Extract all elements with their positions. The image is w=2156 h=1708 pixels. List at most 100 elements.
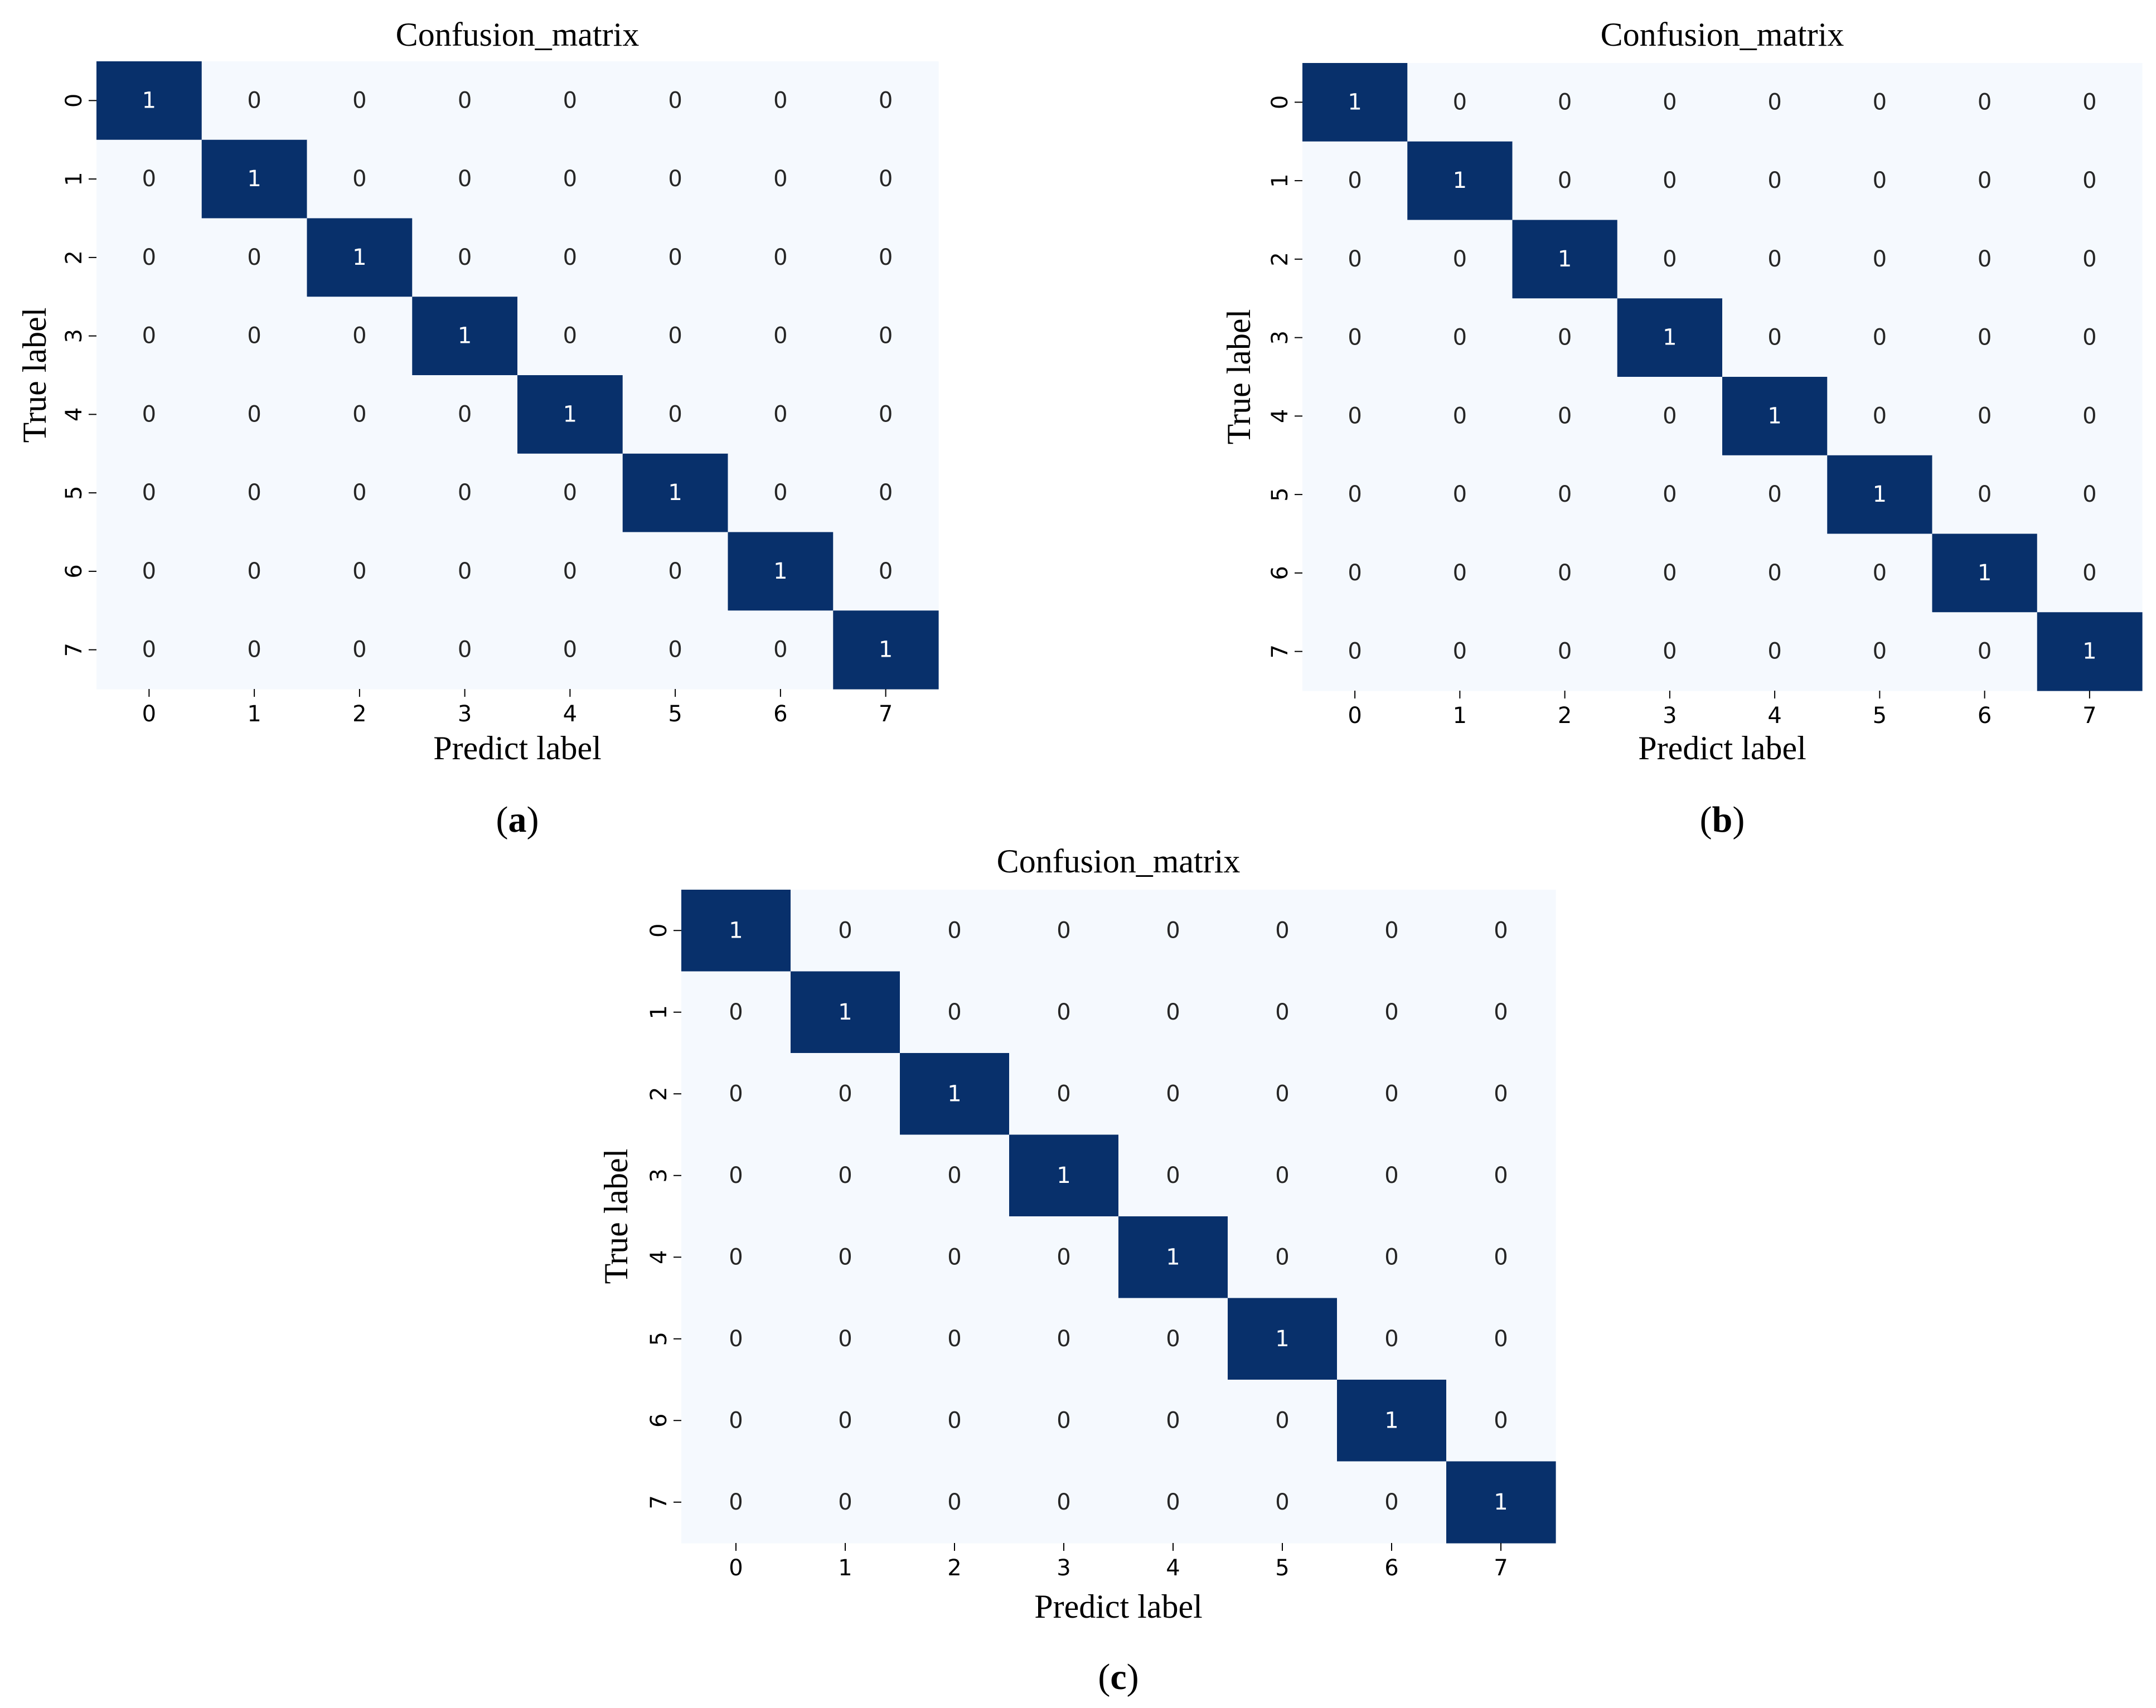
heatmap-cell (1337, 1053, 1447, 1136)
cell-value-label: 0 (2082, 403, 2096, 429)
cell-value-label: 0 (1663, 403, 1677, 429)
heatmap-cell (517, 453, 623, 533)
x-tick-label: 2 (352, 701, 366, 727)
heatmap-cell (1932, 298, 2038, 377)
cell-value-label: 0 (1978, 168, 1992, 193)
cell-value-label: 0 (1978, 639, 1992, 664)
heatmap-cell (96, 532, 202, 611)
cell-value-label: 0 (2082, 246, 2096, 272)
heatmap-cell (1722, 63, 1828, 142)
y-tick-label: 1 (646, 1005, 672, 1019)
heatmap-cell (1228, 1134, 1338, 1217)
heatmap-cell (1446, 1380, 1556, 1462)
heatmap-cell (201, 61, 308, 140)
cell-value-label: 0 (879, 480, 893, 506)
cell-value-label: 0 (838, 1408, 852, 1433)
cell-value-label: 0 (458, 480, 472, 506)
cell-value-label: 0 (1275, 1163, 1289, 1188)
cell-value-label: 0 (458, 637, 472, 663)
cell-value-label: 0 (1873, 560, 1887, 586)
cell-value-label: 0 (838, 1163, 852, 1188)
cell-value-label: 0 (247, 637, 261, 663)
cell-value-label: 0 (563, 480, 577, 506)
cell-value-label: 0 (1166, 1163, 1180, 1188)
cell-value-label: 1 (1558, 246, 1572, 272)
heatmap-cell (1009, 1298, 1119, 1380)
cell-value-label: 0 (1558, 168, 1572, 193)
cell-value-label: 0 (1384, 1244, 1398, 1270)
heatmap-cell (833, 375, 939, 454)
heatmap-cell (622, 61, 729, 140)
x-tick-label: 7 (2082, 703, 2096, 729)
heatmap-cell (1446, 971, 1556, 1054)
heatmap-cell (1302, 220, 1408, 299)
heatmap-cell (201, 139, 308, 219)
cell-value-label: 0 (1384, 1163, 1398, 1188)
cell-value-label: 0 (1494, 1081, 1508, 1107)
heatmap-cell (728, 139, 834, 219)
cell-value-label: 0 (142, 637, 156, 663)
cell-value-label: 0 (563, 245, 577, 270)
cell-value-label: 0 (142, 323, 156, 349)
cell-value-label: 0 (142, 480, 156, 506)
heatmap-cell (412, 139, 518, 219)
heatmap-cell (1228, 1298, 1338, 1380)
heatmap-cell (1512, 141, 1618, 221)
cell-value-label: 0 (773, 245, 787, 270)
heatmap-cell (1407, 533, 1513, 613)
y-tick-label: 7 (61, 643, 87, 657)
heatmap-cell (412, 375, 518, 454)
cell-value-label: 1 (1494, 1489, 1508, 1515)
cell-value-label: 0 (1166, 1326, 1180, 1352)
cell-value-label: 0 (1348, 246, 1362, 272)
cell-value-label: 0 (1558, 325, 1572, 351)
heatmap-cell (1302, 533, 1408, 613)
heatmap-cell (1446, 1461, 1556, 1544)
heatmap-cell (1337, 890, 1447, 972)
heatmap-cell (681, 1461, 791, 1544)
heatmap-cell (2037, 533, 2143, 613)
heatmap-cell (96, 218, 202, 297)
cell-value-label: 0 (1873, 325, 1887, 351)
heatmap-cell (681, 971, 791, 1054)
heatmap-cell (1407, 612, 1513, 691)
heatmap-cell (517, 61, 623, 140)
cell-value-label: 0 (1166, 918, 1180, 943)
x-tick-label: 5 (1275, 1555, 1289, 1581)
cell-value-label: 0 (1275, 1408, 1289, 1433)
heatmap-cell (728, 218, 834, 297)
cell-value-label: 0 (668, 323, 682, 349)
cell-value-label: 0 (563, 166, 577, 192)
cell-value-label: 0 (1166, 999, 1180, 1025)
heatmap-cell (728, 532, 834, 611)
heatmap-cell (681, 1380, 791, 1462)
heatmap-cell (1228, 971, 1338, 1054)
heatmap-cell (1617, 377, 1723, 456)
heatmap-cell (622, 453, 729, 533)
x-axis-label: Predict label (1638, 730, 1806, 766)
cell-value-label: 0 (1767, 168, 1781, 193)
cell-value-label: 0 (1978, 482, 1992, 507)
cell-value-label: 0 (1873, 403, 1887, 429)
cell-value-label: 0 (879, 166, 893, 192)
heatmap-cell (1009, 1216, 1119, 1299)
cell-value-label: 0 (1384, 918, 1398, 943)
heatmap-cell (2037, 141, 2143, 221)
x-tick-label: 6 (1978, 703, 1992, 729)
y-tick-label: 5 (1267, 487, 1293, 501)
cell-value-label: 0 (1767, 482, 1781, 507)
heatmap-cell (728, 453, 834, 533)
heatmap-cell (412, 61, 518, 140)
cell-value-label: 0 (1275, 918, 1289, 943)
heatmap-cell (900, 890, 1010, 972)
heatmap-cell (96, 139, 202, 219)
heatmap-cell (1617, 533, 1723, 613)
heatmap-cell (1407, 298, 1513, 377)
heatmap-cell (517, 218, 623, 297)
heatmap-cell (1827, 141, 1933, 221)
heatmap-cell (1827, 377, 1933, 456)
y-tick-label: 6 (61, 564, 87, 578)
cell-value-label: 0 (947, 1489, 961, 1515)
cell-value-label: 0 (458, 401, 472, 427)
cell-value-label: 0 (1978, 89, 1992, 115)
